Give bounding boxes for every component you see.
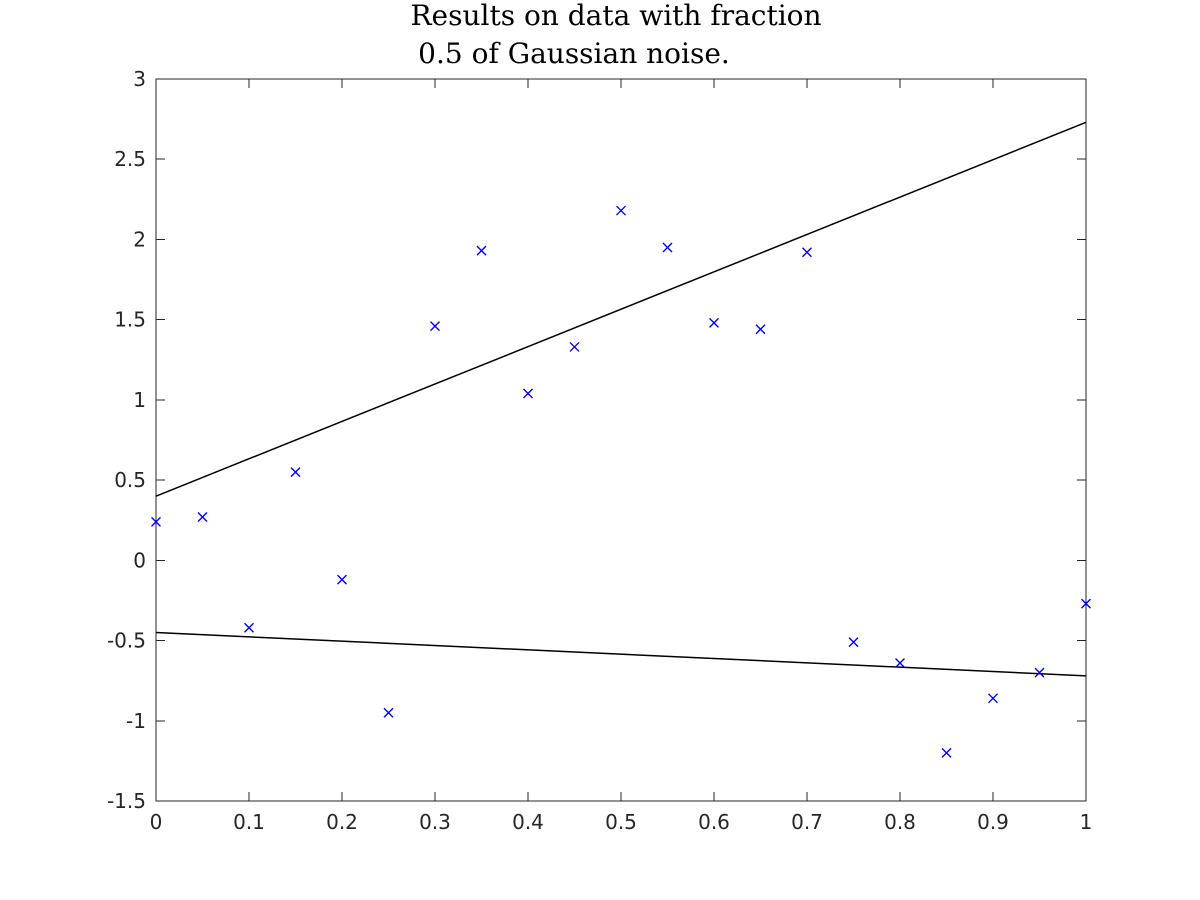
y-tick-label: -0.5 xyxy=(107,629,146,653)
y-tick-label: 1.5 xyxy=(114,308,146,332)
data-point xyxy=(802,247,812,258)
x-tick-label: 0 xyxy=(150,810,163,834)
data-point xyxy=(383,707,394,718)
data-point xyxy=(895,658,905,669)
data-point xyxy=(709,317,719,328)
chart-title-line-2: 0.5 of Gaussian noise. xyxy=(418,37,730,70)
data-point xyxy=(290,467,301,478)
y-tick-label: -1 xyxy=(126,709,146,733)
x-tick-label: 0.5 xyxy=(605,810,637,834)
data-point xyxy=(616,205,626,216)
data-point xyxy=(662,242,673,253)
y-tick-label: 3 xyxy=(133,67,146,91)
data-point xyxy=(755,324,766,335)
data-point xyxy=(941,747,952,758)
x-tick-label: 0.6 xyxy=(698,810,730,834)
x-tick-label: 0.9 xyxy=(977,810,1009,834)
y-tick-label: 2.5 xyxy=(114,147,146,171)
y-tick-label: 0 xyxy=(133,548,146,572)
x-tick-label: 0.1 xyxy=(233,810,265,834)
x-tick-label: 1 xyxy=(1080,810,1093,834)
data-point xyxy=(988,693,998,704)
fit-line-2 xyxy=(155,631,1087,677)
data-point xyxy=(1081,598,1091,609)
y-tick-label: 1 xyxy=(133,388,146,412)
x-tick-label: 0.4 xyxy=(512,810,544,834)
y-tick-label: 2 xyxy=(133,227,146,251)
data-point xyxy=(151,516,161,527)
x-tick-label: 0.2 xyxy=(326,810,358,834)
data-point xyxy=(430,321,440,332)
y-tick-label: 0.5 xyxy=(114,468,146,492)
data-point xyxy=(569,341,580,352)
data-point xyxy=(244,622,254,633)
x-tick-label: 0.8 xyxy=(884,810,916,834)
fit-line-1 xyxy=(155,121,1087,497)
chart-title-line-1: Results on data with fraction xyxy=(410,0,821,32)
data-point xyxy=(848,637,859,648)
data-point xyxy=(197,512,208,523)
data-point xyxy=(523,388,533,399)
x-tick-label: 0.3 xyxy=(419,810,451,834)
chart-title: Results on data with fraction 0.5 of Gau… xyxy=(410,0,821,70)
data-point xyxy=(476,245,487,256)
y-tick-label: -1.5 xyxy=(107,789,146,813)
data-point xyxy=(337,574,347,585)
plot-area: 0 0.1 0.2 0.3 0.4 0.5 0.6 0.7 0.8 0.9 1 -1.5 -1 -0.5 0… xyxy=(107,67,1092,834)
x-tick-label: 0.7 xyxy=(791,810,823,834)
data-point xyxy=(1034,667,1045,678)
